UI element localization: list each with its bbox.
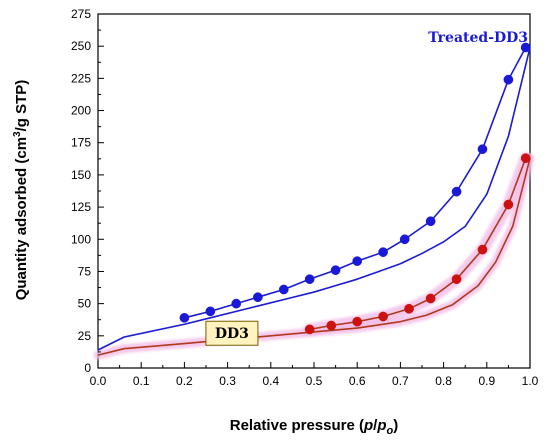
x-tick-label: 0.3 bbox=[219, 374, 236, 388]
dd3-desorption-line bbox=[309, 157, 527, 331]
x-tick-label: 0.1 bbox=[133, 374, 150, 388]
y-tick-label: 75 bbox=[78, 264, 92, 278]
x-tick-label: 0.4 bbox=[262, 374, 279, 388]
y-tick-label: 50 bbox=[78, 297, 92, 311]
dd3-point bbox=[326, 320, 337, 331]
y-tick-label: 275 bbox=[71, 7, 91, 21]
dd3-point bbox=[477, 244, 488, 255]
treated-dd3-point bbox=[477, 144, 488, 155]
y-tick-label: 175 bbox=[71, 136, 91, 150]
dd3-point bbox=[451, 274, 462, 285]
y-tick-label: 225 bbox=[71, 71, 91, 85]
y-tick-label: 250 bbox=[71, 39, 91, 53]
x-tick-label: 0.5 bbox=[306, 374, 323, 388]
treated-dd3-point bbox=[304, 274, 315, 285]
treated-dd3-point bbox=[399, 234, 410, 245]
treated-dd3-point bbox=[425, 216, 436, 227]
x-tick-label: 0.6 bbox=[349, 374, 366, 388]
treated-dd3-label: Treated-DD3 bbox=[428, 30, 528, 46]
x-tick-label: 1.0 bbox=[522, 374, 539, 388]
treated-dd3-point bbox=[205, 306, 216, 317]
treated-dd3-point bbox=[252, 292, 263, 303]
dd3-point bbox=[378, 311, 388, 322]
y-tick-label: 125 bbox=[71, 200, 91, 214]
x-axis-title: Relative pressure (p/po) bbox=[230, 417, 398, 437]
x-tick-label: 0.9 bbox=[478, 374, 495, 388]
y-tick-label: 100 bbox=[71, 232, 91, 246]
treated-dd3-adsorption-line bbox=[97, 47, 531, 351]
axis-ticks: 0.0 0.1 0.2 0.3 0.4 0.5 0.6 0.7 0.8 0.9 1.0 0 25 50 75… bbox=[71, 7, 539, 388]
dd3-point bbox=[520, 153, 531, 164]
treated-dd3-point bbox=[378, 247, 388, 257]
dd3-point bbox=[404, 303, 414, 314]
dd3-point bbox=[503, 199, 514, 210]
treated-dd3-point bbox=[451, 186, 462, 197]
dd3-label-box bbox=[205, 320, 259, 346]
x-tick-label: 0.2 bbox=[176, 374, 193, 388]
y-tick-label: 200 bbox=[71, 104, 91, 118]
treated-dd3-point bbox=[231, 298, 242, 309]
dd3-point bbox=[304, 324, 315, 335]
treated-dd3-point bbox=[352, 256, 363, 267]
y-tick-label: 0 bbox=[84, 361, 91, 375]
treated-dd3-point bbox=[503, 74, 514, 85]
treated-dd3-point bbox=[520, 42, 531, 53]
plot-area bbox=[97, 13, 531, 369]
treated-dd3-point bbox=[330, 265, 341, 276]
x-tick-label: 0.8 bbox=[435, 374, 452, 388]
x-tick-label: 0.0 bbox=[90, 374, 107, 388]
treated-dd3-point bbox=[179, 312, 190, 323]
series-layer bbox=[97, 42, 531, 356]
dd3-adsorption-line bbox=[97, 157, 531, 356]
x-tick-label: 0.7 bbox=[392, 374, 409, 388]
treated-dd3-point bbox=[278, 284, 289, 295]
series-labels: Treated-DD3 DD3 bbox=[205, 30, 528, 346]
y-tick-label: 150 bbox=[71, 168, 91, 182]
dd3-label: DD3 bbox=[215, 326, 249, 342]
y-tick-label: 25 bbox=[78, 329, 92, 343]
y-axis-title: Quantity adsorbed (cm3/g STP) bbox=[12, 80, 30, 301]
dd3-point bbox=[352, 316, 363, 327]
dd3-point bbox=[425, 293, 436, 304]
